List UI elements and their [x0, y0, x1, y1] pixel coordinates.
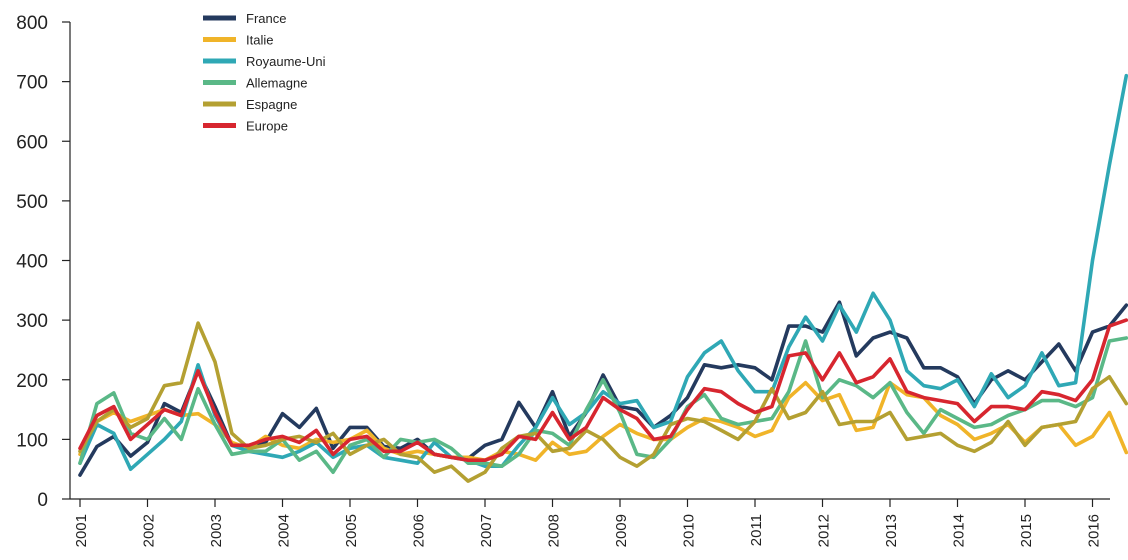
x-tick-label: 2009: [613, 514, 630, 547]
y-tick-label: 700: [16, 73, 48, 94]
x-tick-label: 2003: [208, 514, 225, 547]
y-tick-label: 200: [16, 371, 48, 392]
x-tick-label: 2010: [681, 514, 698, 547]
y-tick-label: 100: [16, 430, 48, 451]
x-tick-label: 2014: [951, 514, 968, 547]
series-line-royaume-uni: [78, 73, 1128, 472]
x-tick-label: 2016: [1086, 514, 1103, 547]
x-tick-label: 2005: [343, 514, 360, 547]
series-line-europe: [78, 318, 1128, 463]
x-tick-label: 2001: [73, 514, 90, 547]
legend-label: France: [246, 11, 286, 26]
legend-label: Royaume-Uni: [246, 54, 326, 69]
y-tick-label: 800: [16, 13, 48, 34]
x-tick-label: 2004: [276, 514, 293, 547]
y-tick-label: 400: [16, 252, 48, 273]
x-tick-label: 2013: [883, 514, 900, 547]
series-lines: [78, 73, 1128, 483]
x-tick-label: 2007: [478, 514, 495, 547]
legend-label: Allemagne: [246, 76, 307, 91]
y-ticks: 0 100 200 300 400 500 600 700 800: [16, 13, 70, 511]
legend: France Italie Royaume-Uni Allemagne Espagne E…: [203, 11, 326, 134]
series-line-allemagne: [78, 336, 1128, 475]
x-tick-label: 2012: [816, 514, 833, 547]
legend-label: Italie: [246, 33, 273, 48]
legend-label: Espagne: [246, 97, 297, 112]
y-tick-label: 600: [16, 132, 48, 153]
x-tick-label: 2006: [411, 514, 428, 547]
y-tick-label: 300: [16, 311, 48, 332]
y-tick-label: 500: [16, 192, 48, 213]
x-ticks: 2001 2002 2003 2004 2005 2006 2007 2008 2009 2010…: [73, 499, 1103, 547]
x-tick-label: 2015: [1018, 514, 1035, 547]
x-tick-label: 2011: [748, 514, 765, 546]
legend-label: Europe: [246, 119, 288, 134]
x-tick-label: 2008: [546, 514, 563, 547]
y-tick-label: 0: [37, 490, 48, 511]
x-tick-label: 2002: [141, 514, 158, 547]
series-line-espagne: [78, 321, 1128, 483]
